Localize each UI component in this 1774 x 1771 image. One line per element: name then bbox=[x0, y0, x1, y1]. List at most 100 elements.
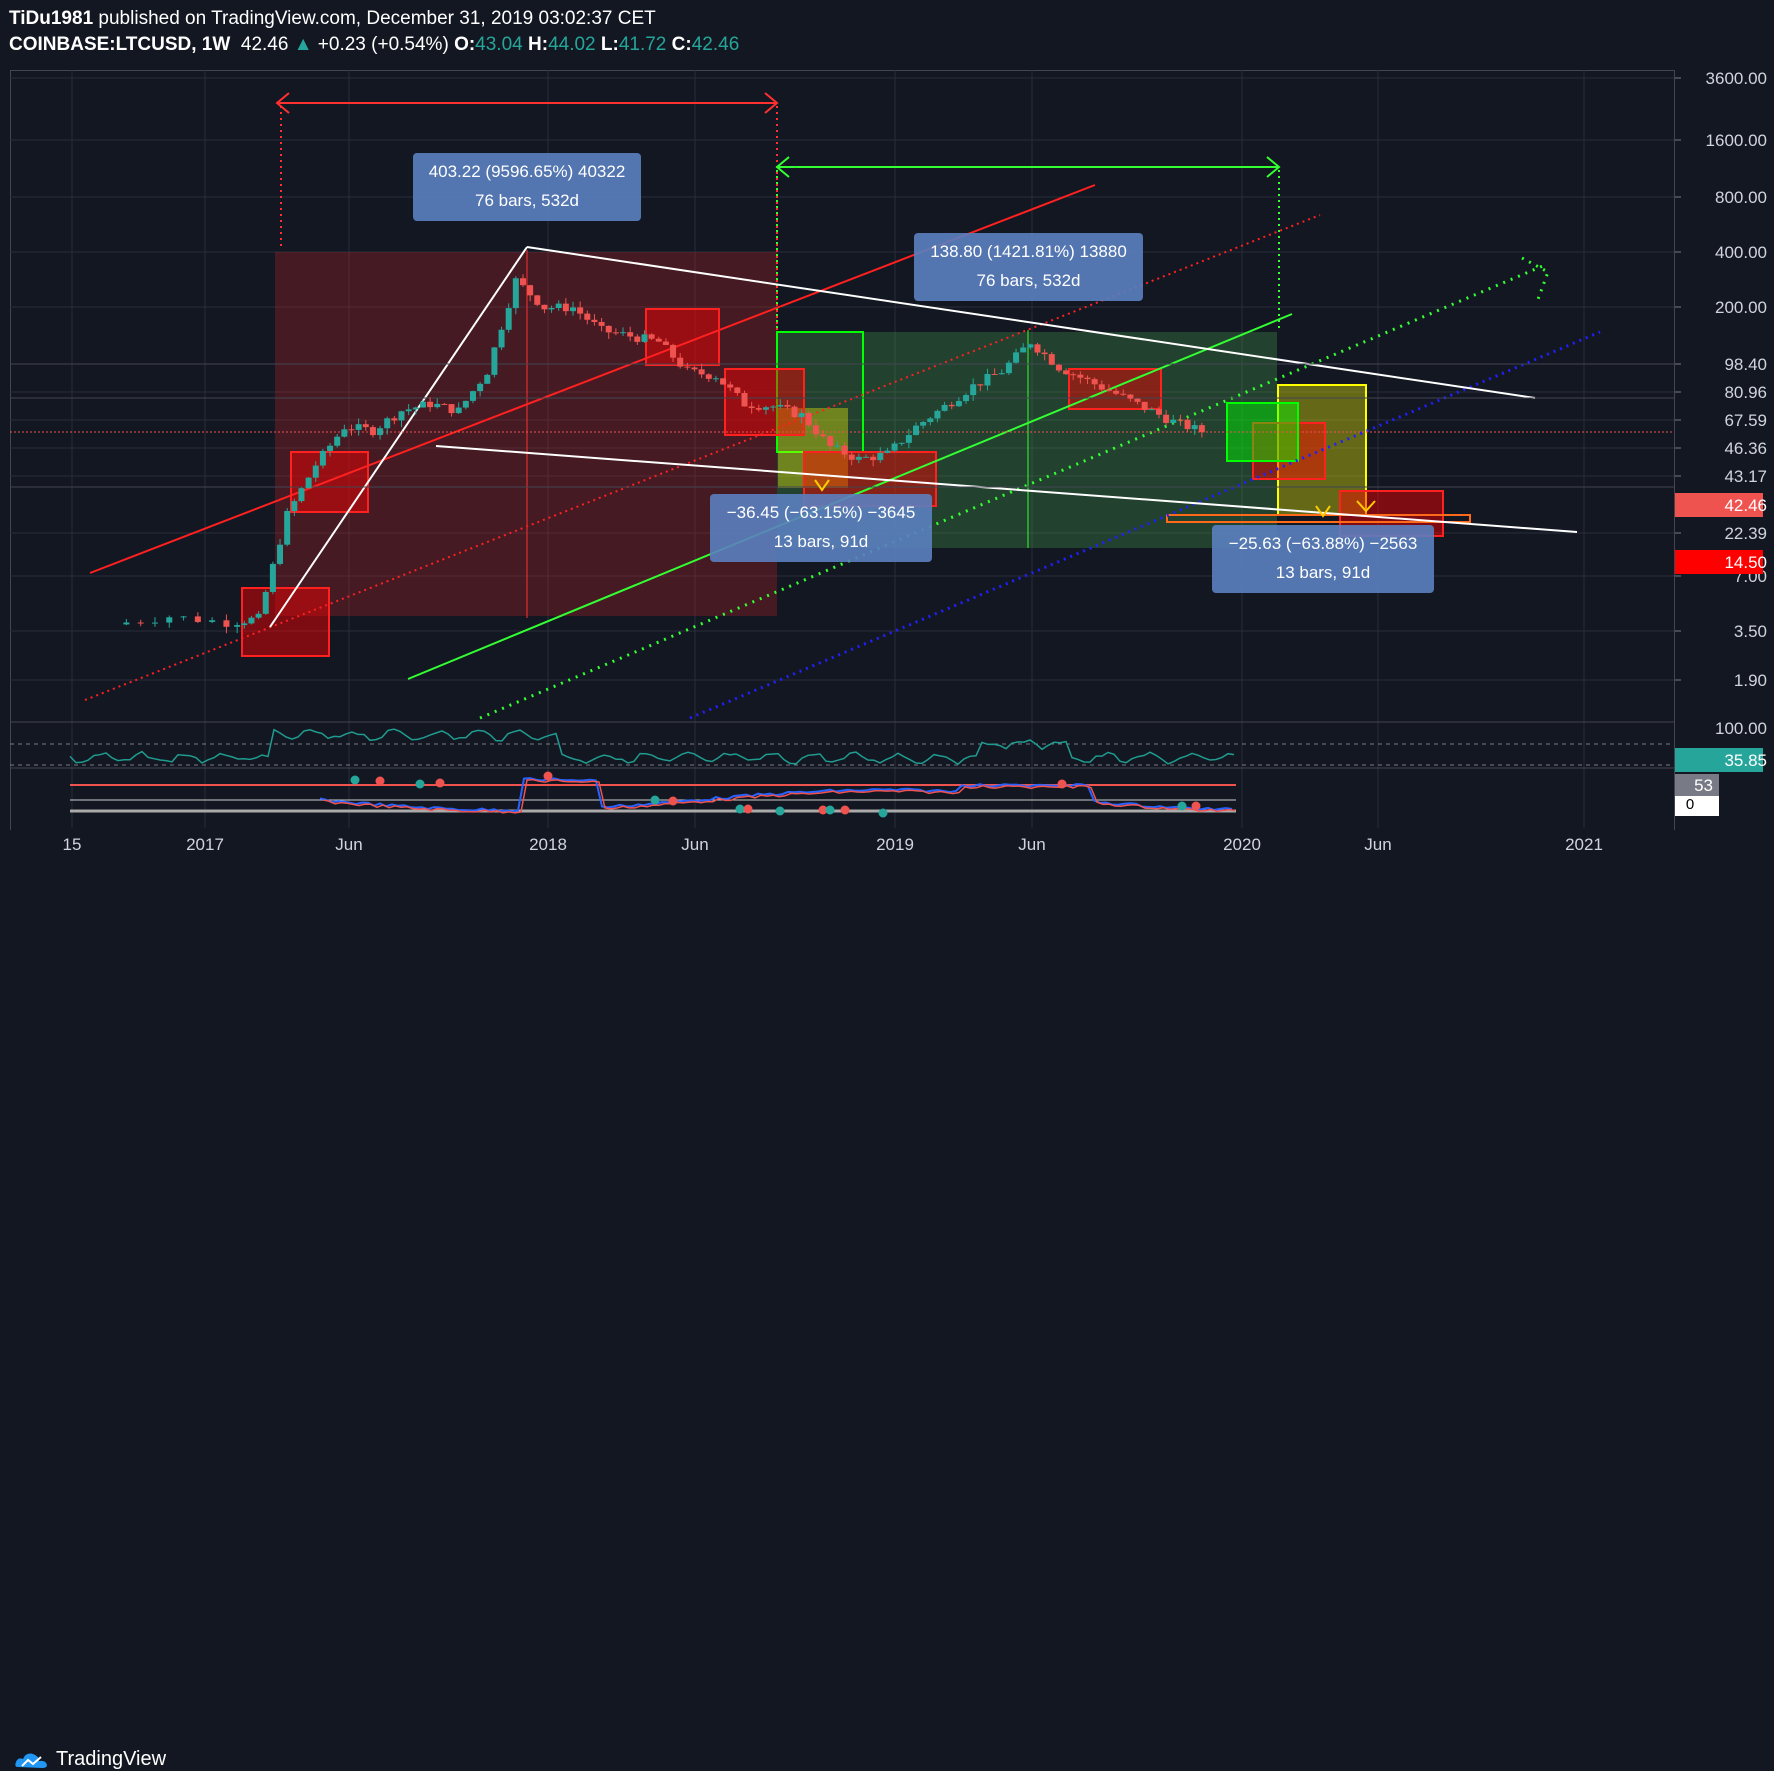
price-chart[interactable]: 403.22 (9596.65%) 40322 76 bars, 532d 138.… bbox=[0, 0, 1774, 870]
candle bbox=[670, 343, 677, 362]
candle bbox=[123, 619, 130, 626]
candle bbox=[1077, 371, 1084, 384]
red-box bbox=[290, 451, 369, 513]
candle bbox=[434, 398, 441, 409]
cross-signal-dot bbox=[1191, 801, 1201, 811]
candle bbox=[741, 390, 748, 407]
candle bbox=[305, 477, 312, 489]
rsi-tick: 100.00 bbox=[1715, 719, 1767, 738]
y-tick-label: 200.00 bbox=[1715, 298, 1767, 317]
svg-text:53: 53 bbox=[1694, 776, 1713, 795]
candle bbox=[341, 424, 348, 438]
candle bbox=[898, 442, 905, 446]
candle bbox=[591, 314, 598, 326]
candle bbox=[1184, 417, 1191, 432]
svg-text:138.80 (1421.81%) 13880: 138.80 (1421.81%) 13880 bbox=[930, 242, 1127, 261]
publish-line: TiDu1981 published on TradingView.com, D… bbox=[9, 8, 656, 30]
tradingview-logo[interactable]: TradingView bbox=[14, 1748, 166, 1771]
candle bbox=[827, 435, 834, 451]
red-box bbox=[645, 308, 720, 366]
candle bbox=[284, 508, 291, 547]
open-value: 43.04 bbox=[475, 34, 523, 55]
candle bbox=[920, 421, 927, 429]
x-tick-label: Jun bbox=[1018, 835, 1045, 854]
candle bbox=[584, 310, 591, 325]
high-label: H: bbox=[528, 34, 549, 55]
candle bbox=[469, 390, 476, 404]
low-value: 41.72 bbox=[618, 34, 667, 55]
candle bbox=[820, 429, 827, 438]
candle bbox=[770, 405, 777, 412]
candle bbox=[291, 498, 298, 517]
measurement-label: 138.80 (1421.81%) 13880 76 bars, 532d bbox=[914, 233, 1143, 301]
x-tick-label: Jun bbox=[681, 835, 708, 854]
candle bbox=[1113, 388, 1120, 396]
y-tick-label: 43.17 bbox=[1724, 467, 1767, 486]
candle bbox=[884, 447, 891, 454]
author-name[interactable]: TiDu1981 bbox=[9, 8, 94, 29]
price-tag: 14.50 bbox=[1675, 550, 1767, 574]
rally-line bbox=[269, 246, 528, 628]
x-tick-label: Jun bbox=[335, 835, 362, 854]
y-tick-label: 1.90 bbox=[1734, 671, 1767, 690]
support-line bbox=[435, 445, 1578, 533]
candle bbox=[955, 397, 962, 407]
candle bbox=[255, 611, 262, 620]
candle bbox=[963, 393, 970, 404]
candle bbox=[234, 622, 241, 634]
y-tick-label: 46.36 bbox=[1724, 439, 1767, 458]
oscillator-line bbox=[319, 777, 1233, 813]
rsi-value-tag: 35.85 bbox=[1675, 748, 1767, 772]
candle bbox=[684, 362, 691, 371]
candle bbox=[577, 301, 584, 320]
red-box bbox=[1252, 422, 1326, 480]
candle bbox=[941, 401, 948, 412]
measurement-label: −36.45 (−63.15%) −3645 13 bars, 91d bbox=[710, 494, 932, 562]
candle bbox=[262, 589, 269, 615]
candle bbox=[209, 617, 216, 624]
cross-signal-dot bbox=[375, 776, 385, 786]
candle bbox=[1027, 343, 1034, 350]
y-tick-label: 1600.00 bbox=[1706, 131, 1767, 150]
candle bbox=[834, 441, 841, 449]
candle bbox=[698, 363, 705, 379]
candle bbox=[798, 409, 805, 424]
candle bbox=[519, 274, 526, 287]
candle bbox=[1177, 414, 1184, 426]
symbol-name[interactable]: COINBASE:LTCUSD, 1W bbox=[9, 34, 231, 55]
candle bbox=[998, 369, 1005, 375]
candle bbox=[1155, 406, 1162, 419]
candle bbox=[484, 373, 491, 384]
candle bbox=[369, 425, 376, 438]
y-tick-label: 3600.00 bbox=[1706, 69, 1767, 88]
svg-text:76 bars, 532d: 76 bars, 532d bbox=[475, 191, 579, 210]
candle bbox=[455, 402, 462, 415]
candle bbox=[1120, 389, 1127, 396]
candle bbox=[877, 447, 884, 464]
candle bbox=[355, 418, 362, 436]
svg-text:13 bars, 91d: 13 bars, 91d bbox=[774, 532, 869, 551]
candle bbox=[391, 416, 398, 425]
svg-text:403.22 (9596.65%) 40322: 403.22 (9596.65%) 40322 bbox=[429, 162, 626, 181]
x-tick-label: 2019 bbox=[876, 835, 914, 854]
candle bbox=[1170, 414, 1177, 424]
candle bbox=[1084, 375, 1091, 384]
candle bbox=[448, 403, 455, 417]
candle bbox=[1148, 407, 1155, 411]
candle bbox=[541, 304, 548, 314]
candle bbox=[412, 406, 419, 415]
candle bbox=[277, 538, 284, 566]
x-tick-label: 2020 bbox=[1223, 835, 1261, 854]
cross-signal-dot bbox=[543, 771, 553, 781]
cross-signal-dot bbox=[840, 805, 850, 815]
open-label: O: bbox=[454, 34, 476, 55]
candle bbox=[705, 373, 712, 382]
candle bbox=[984, 368, 991, 391]
candle bbox=[512, 276, 519, 315]
cross-signal-dot bbox=[825, 805, 835, 815]
candle bbox=[1091, 377, 1098, 390]
candle bbox=[377, 425, 384, 440]
candle bbox=[805, 410, 812, 428]
candle bbox=[734, 386, 741, 396]
cross-signal-dot bbox=[1177, 801, 1187, 811]
